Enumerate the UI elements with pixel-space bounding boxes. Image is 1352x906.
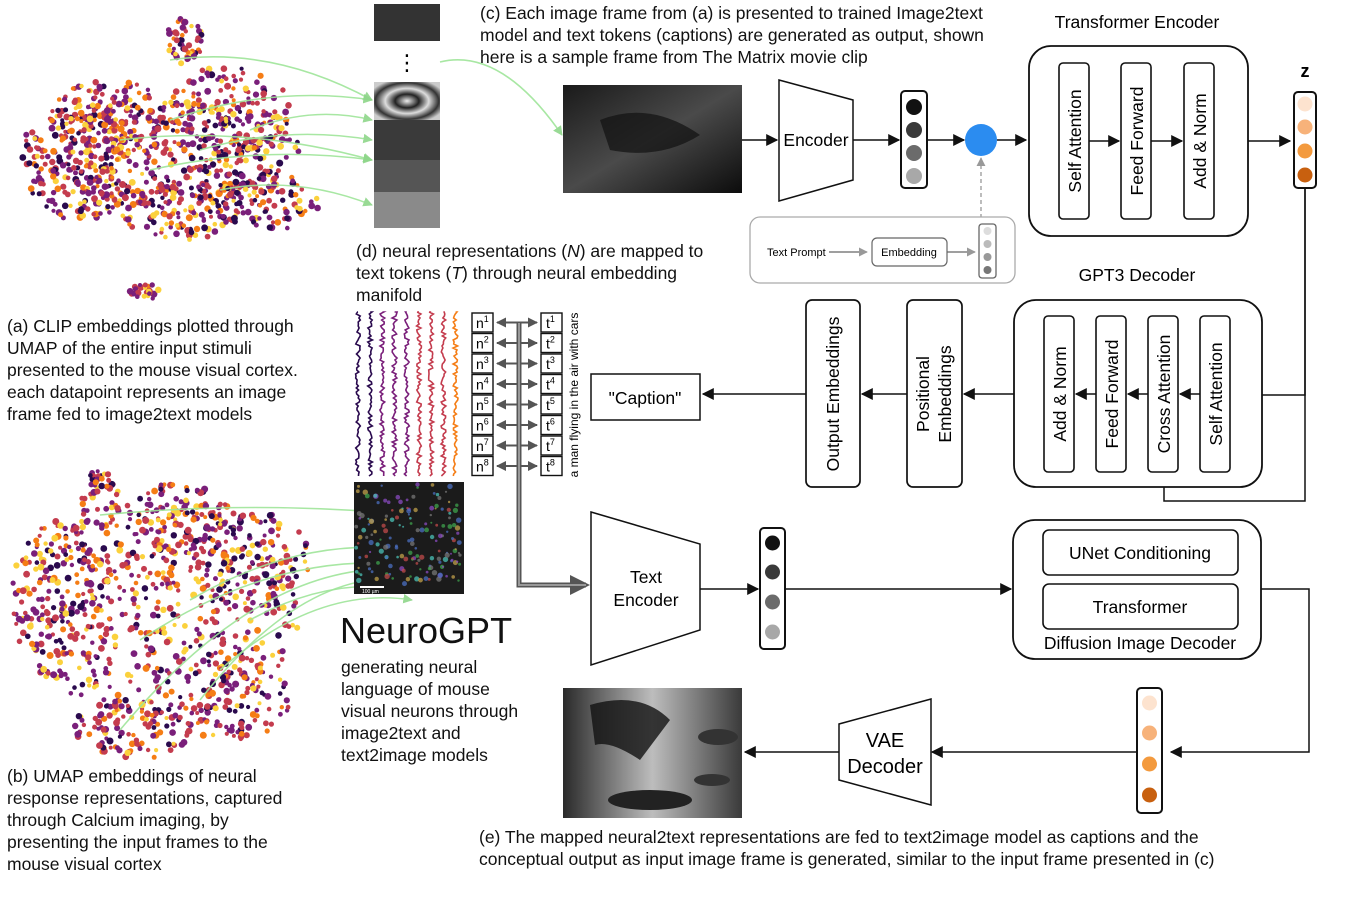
encoder-self-attention-label: Self Attention: [1065, 89, 1085, 192]
positional-label-2: Embeddings: [935, 345, 955, 443]
caption-d-line2-prefix: text tokens (: [356, 263, 452, 283]
caption-b: (b) UMAP embeddings of neural response r…: [7, 766, 283, 874]
text-token-box: [540, 394, 563, 415]
text-token-box: [540, 353, 563, 374]
transformer-block: [1042, 583, 1239, 630]
transformer-encoder-title: Transformer Encoder: [1055, 12, 1220, 32]
neural-token-box: [471, 332, 494, 354]
encoder-label: Encoder: [783, 130, 848, 150]
neurogpt-title: NeuroGPT: [340, 610, 513, 651]
text-token-box: [540, 455, 563, 477]
encoder-add-norm-label: Add & Norm: [1190, 93, 1210, 188]
unet-conditioning-label: UNet Conditioning: [1069, 543, 1211, 563]
neural-umap-scatter: [10, 469, 311, 761]
caption-d: (d) neural representations (N) are mappe…: [356, 240, 756, 306]
mapping-lines: [99, 56, 563, 731]
decoder-cross-attention-label: Cross Attention: [1154, 335, 1174, 454]
generated-caption-text: a man flying in the air with cars: [567, 313, 581, 478]
neural-token-label: n7: [476, 437, 489, 454]
caption-c: (c) Each image frame from (a) is present…: [480, 3, 984, 67]
gpt3-decoder-title: GPT3 Decoder: [1079, 265, 1196, 285]
neural-traces: [354, 311, 460, 477]
clip-umap-scatter: [19, 16, 321, 301]
neural-token-box: [471, 435, 494, 456]
encoder-add-norm: [1183, 62, 1215, 220]
neural-token-box: [471, 353, 494, 374]
caption-e: (e) The mapped neural2text representatio…: [479, 827, 1215, 869]
positional-label-1: Positional: [913, 356, 933, 432]
text-token-label: t2: [546, 335, 555, 352]
text-token-box: [540, 435, 563, 456]
stimulus-frames: [374, 4, 440, 228]
text-token-label: t8: [546, 458, 555, 475]
caption-d-t: T: [451, 263, 463, 283]
calcium-imaging-image: [354, 482, 464, 594]
text-encoder-block: [590, 510, 701, 667]
text-token-label: t6: [546, 417, 555, 434]
neural-token-label: n8: [476, 458, 489, 475]
text-token-box: [540, 373, 563, 395]
text-token-label: t7: [546, 437, 555, 454]
calcium-cells: [354, 482, 462, 587]
text-token-box: [540, 332, 563, 354]
text-token-label: t5: [546, 396, 555, 413]
text-prompt-label: Text Prompt: [767, 247, 826, 259]
caption-a: (a) CLIP embeddings plotted through UMAP…: [7, 316, 298, 424]
transformer-label: Transformer: [1093, 597, 1188, 617]
diffusion-decoder-title: Diffusion Image Decoder: [1044, 633, 1236, 653]
scale-bar-label: 100 µm: [362, 589, 379, 595]
caption-box: [590, 373, 701, 421]
text-encoder-label-2: Encoder: [613, 590, 678, 610]
neural-token-box: [471, 394, 494, 415]
neural-token-label: n3: [476, 355, 489, 372]
text-token-label: t4: [546, 376, 555, 393]
z-label: z: [1301, 61, 1310, 81]
neural-token-box: [471, 373, 494, 395]
vae-label-2: Decoder: [847, 756, 923, 778]
encoder-feed-forward-label: Feed Forward: [1127, 87, 1147, 196]
output-embeddings-label: Output Embeddings: [823, 316, 843, 471]
text-encoder-label-1: Text: [630, 567, 662, 587]
frames-ellipsis: ⋮: [396, 50, 418, 75]
neural-token-box: [471, 312, 494, 333]
neural-token-label: n1: [476, 314, 489, 331]
latent-output-vector: [1136, 687, 1163, 814]
token-mapping: n1 t1 n2 t2 n3 t3 n4 t4 n5 t5 n6 t6 n7 t7 n8 t8: [471, 312, 563, 477]
fusion-node: [965, 124, 997, 156]
image-encoder-block: [778, 79, 854, 202]
caption-d-mid: ) are mapped to: [579, 241, 704, 261]
vae-decoder-block: [838, 698, 932, 806]
embedding-label: Embedding: [881, 247, 937, 259]
text-token-box: [540, 414, 563, 436]
caption-d-n: N: [567, 241, 580, 261]
decoder-self-attention-label: Self Attention: [1206, 342, 1226, 445]
text-token-box: [540, 312, 563, 333]
text-token-label: t3: [546, 355, 555, 372]
decoder-feed-forward-label: Feed Forward: [1102, 340, 1122, 449]
decoder-add-norm: [1043, 315, 1075, 473]
neural-token-box: [471, 414, 494, 436]
text-token-label: t1: [546, 314, 555, 331]
caption-label: "Caption": [609, 388, 682, 408]
neural-token-box: [471, 455, 494, 477]
decoder-add-norm-label: Add & Norm: [1050, 346, 1070, 441]
vae-label-1: VAE: [866, 730, 905, 752]
unet-conditioning-block: [1042, 529, 1239, 576]
neural-token-label: n5: [476, 396, 489, 413]
neural-token-label: n4: [476, 376, 489, 393]
neural-token-label: n2: [476, 335, 489, 352]
neurogpt-subtitle: generating neural language of mouse visu…: [341, 657, 519, 765]
neural-token-label: n6: [476, 417, 489, 434]
caption-d-prefix: (d) neural representations (: [356, 241, 568, 261]
caption-d-line3: manifold: [356, 285, 423, 305]
caption-d-line2-suffix: ) through neural embedding: [462, 263, 678, 283]
